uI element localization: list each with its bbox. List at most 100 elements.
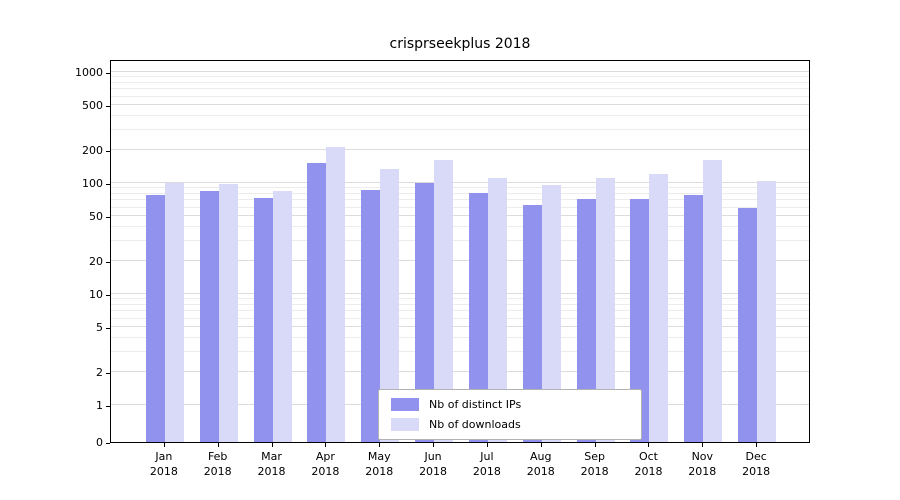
x-tick-year: 2018 [580,465,609,478]
bar [307,163,327,442]
y-tick-label: 200 [82,143,103,157]
gridline [111,129,809,131]
gridline [111,298,809,300]
x-tick-month: Oct [638,450,658,463]
bar [541,185,561,442]
bar [272,190,292,442]
y-tick-mark [106,217,110,219]
x-tick-month: Sep [584,450,605,463]
x-tick-year: 2018 [688,465,717,478]
x-tick-month: Aug [530,450,552,463]
y-tick-mark [106,372,110,374]
x-tick-year: 2018 [634,465,663,478]
gridline [111,226,809,228]
gridline [111,187,809,189]
bar [253,198,273,442]
x-tick-label: Feb 2018 [188,449,248,479]
x-tick-year: 2018 [203,465,232,478]
bar [380,168,400,442]
bar [326,147,346,442]
bar [199,190,219,442]
x-tick-mark [540,443,542,447]
y-tick-label: 500 [82,99,103,113]
bar [218,183,238,442]
x-tick-label: Jul 2018 [457,449,517,479]
legend-swatch [391,418,419,431]
gridline [111,199,809,201]
x-tick-mark [379,443,381,447]
bar [576,198,596,442]
bar [415,183,435,442]
x-tick-label: Sep 2018 [565,449,625,479]
gridline [111,351,809,353]
x-tick-label: Mar 2018 [242,449,302,479]
y-tick-label: 100 [82,177,103,190]
y-tick-mark [106,443,110,444]
gridline [111,71,809,72]
gridline [111,148,809,150]
bar [684,194,704,442]
y-tick-label: 10 [89,288,103,301]
chart-title: crisprseekplus 2018 [389,36,531,52]
x-tick-month: Mar [261,450,282,463]
gridline [111,192,809,194]
x-tick-year: 2018 [419,465,448,478]
x-tick-mark [486,443,488,447]
y-tick-mark [106,150,110,152]
x-tick-month: Nov [691,450,714,463]
x-tick-month: Dec [745,450,767,463]
legend-label: Nb of distinct IPs [429,398,522,411]
legend-item: Nb of distinct IPs [391,398,629,411]
x-tick-year: 2018 [365,465,394,478]
y-tick-mark [106,73,110,74]
gridline [111,182,809,183]
gridline [111,259,809,261]
x-tick-label: Apr 2018 [295,449,355,479]
gridline [111,115,809,117]
gridline [111,81,809,83]
x-tick-label: Dec 2018 [726,449,786,479]
gridline [111,370,809,372]
x-tick-year: 2018 [257,465,286,478]
x-tick-label: May 2018 [349,449,409,479]
x-tick-month: Jul [480,450,494,463]
bar [630,198,650,442]
x-tick-mark [325,443,327,447]
bar [434,160,454,442]
legend: Nb of distinct IPs Nb of downloads [378,389,642,440]
y-tick-label: 2 [96,365,103,379]
gridline [111,240,809,242]
bar [649,174,669,442]
x-tick-label: Jan 2018 [134,449,194,479]
y-tick-mark [106,261,110,263]
legend-item: Nb of downloads [391,418,629,431]
x-tick-month: Feb [207,450,228,463]
x-tick-mark [756,443,758,447]
x-tick-month: Jun [424,450,442,463]
x-tick-year: 2018 [311,465,340,478]
y-tick-label: 5 [96,321,103,335]
x-tick-month: Jan [155,450,173,463]
x-tick-label: Nov 2018 [672,449,732,479]
y-tick-mark [106,295,110,296]
x-tick-label: Jun 2018 [403,449,463,479]
x-tick-mark [594,443,596,447]
bar [164,183,184,442]
x-tick-year: 2018 [472,465,501,478]
gridline [111,317,809,319]
y-tick-label: 20 [89,254,103,268]
bar [522,205,542,442]
x-tick-year: 2018 [526,465,555,478]
x-tick-month: Apr [315,450,335,463]
y-tick-mark [106,328,110,330]
gridline [111,104,809,106]
bar [487,177,507,442]
plot-area: Nb of distinct IPs Nb of downloads [110,60,810,443]
legend-label: Nb of downloads [429,418,521,431]
gridline [111,76,809,78]
x-tick-label: Aug 2018 [511,449,571,479]
gridline [111,215,809,217]
gridline [111,326,809,328]
gridline [111,293,809,294]
